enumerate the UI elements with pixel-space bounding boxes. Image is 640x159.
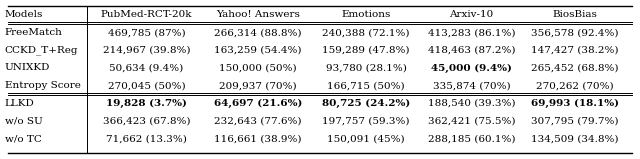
Text: 265,452 (68.8%): 265,452 (68.8%) [531,63,619,73]
Text: 134,509 (34.8%): 134,509 (34.8%) [531,134,619,143]
Text: 413,283 (86.1%): 413,283 (86.1%) [428,28,515,37]
Text: 147,427 (38.2%): 147,427 (38.2%) [531,46,619,55]
Text: 266,314 (88.8%): 266,314 (88.8%) [214,28,301,37]
Text: 356,578 (92.4%): 356,578 (92.4%) [531,28,619,37]
Text: 71,662 (13.3%): 71,662 (13.3%) [106,134,187,143]
Text: 418,463 (87.2%): 418,463 (87.2%) [428,46,515,55]
Text: 366,423 (67.8%): 366,423 (67.8%) [102,117,190,126]
Text: LLKD: LLKD [4,99,35,108]
Text: 335,874 (70%): 335,874 (70%) [433,81,510,90]
Text: 188,540 (39.3%): 188,540 (39.3%) [428,99,515,108]
Text: Models: Models [4,10,43,19]
Text: BiosBias: BiosBias [552,10,597,19]
Text: 288,185 (60.1%): 288,185 (60.1%) [428,134,515,143]
Text: 80,725 (24.2%): 80,725 (24.2%) [322,99,410,108]
Text: Arxiv-10: Arxiv-10 [449,10,493,19]
Text: 362,421 (75.5%): 362,421 (75.5%) [428,117,515,126]
Text: 270,045 (50%): 270,045 (50%) [108,81,185,90]
Text: 240,388 (72.1%): 240,388 (72.1%) [323,28,410,37]
Text: CCKD_T+Reg: CCKD_T+Reg [4,45,78,55]
Text: 93,780 (28.1%): 93,780 (28.1%) [326,63,406,73]
Text: 45,000 (9.4%): 45,000 (9.4%) [431,63,512,73]
Text: 469,785 (87%): 469,785 (87%) [108,28,185,37]
Text: Entropy Score: Entropy Score [4,81,81,90]
Text: 50,634 (9.4%): 50,634 (9.4%) [109,63,184,73]
Text: 163,259 (54.4%): 163,259 (54.4%) [214,46,301,55]
Text: PubMed-RCT-20k: PubMed-RCT-20k [100,10,192,19]
Text: UNIXKD: UNIXKD [4,63,50,73]
Text: Yahoo! Answers: Yahoo! Answers [216,10,300,19]
Text: Emotions: Emotions [342,10,391,19]
Text: 166,715 (50%): 166,715 (50%) [328,81,405,90]
Text: 307,795 (79.7%): 307,795 (79.7%) [531,117,619,126]
Text: 150,000 (50%): 150,000 (50%) [219,63,297,73]
Text: 214,967 (39.8%): 214,967 (39.8%) [102,46,190,55]
Text: 116,661 (38.9%): 116,661 (38.9%) [214,134,301,143]
Text: w/o SU: w/o SU [4,117,42,126]
Text: 209,937 (70%): 209,937 (70%) [219,81,297,90]
Text: 232,643 (77.6%): 232,643 (77.6%) [214,117,301,126]
Text: 69,993 (18.1%): 69,993 (18.1%) [531,99,619,108]
Text: 19,828 (3.7%): 19,828 (3.7%) [106,99,187,108]
Text: 270,262 (70%): 270,262 (70%) [536,81,614,90]
Text: 159,289 (47.8%): 159,289 (47.8%) [323,46,410,55]
Text: 150,091 (45%): 150,091 (45%) [328,134,405,143]
Text: FreeMatch: FreeMatch [4,28,63,37]
Text: 197,757 (59.3%): 197,757 (59.3%) [323,117,410,126]
Text: 64,697 (21.6%): 64,697 (21.6%) [214,99,302,108]
Text: w/o TC: w/o TC [4,134,42,143]
